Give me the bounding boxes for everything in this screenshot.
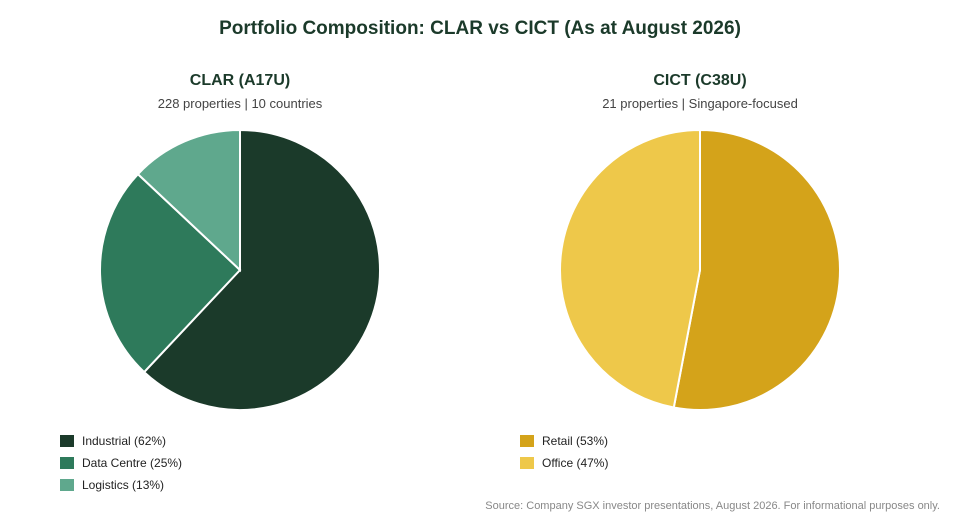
chart-title: Portfolio Composition: CLAR vs CICT (As … bbox=[219, 18, 741, 39]
cict-pie-title: CICT (C38U) bbox=[653, 72, 747, 89]
clar-legend-item: Industrial (62%) bbox=[60, 430, 182, 452]
cict-legend: Retail (53%) Office (47%) bbox=[520, 430, 608, 474]
clar-slice-industrial bbox=[142, 128, 381, 411]
cict-pie-chart bbox=[559, 128, 841, 411]
legend-swatch bbox=[60, 435, 74, 447]
legend-label: Logistics (13%) bbox=[82, 478, 165, 492]
legend-label: Retail (53%) bbox=[542, 434, 609, 448]
clar-legend-item: Data Centre (25%) bbox=[60, 452, 182, 474]
source-note: Source: Company SGX investor presentatio… bbox=[485, 500, 940, 512]
cict-panel: CICT (C38U) 21 properties | Singapore-fo… bbox=[490, 72, 910, 111]
clar-pie-subtitle: 228 properties | 10 countries bbox=[157, 96, 323, 111]
clar-legend: Industrial (62%) Data Centre (25%) Logisti… bbox=[60, 430, 182, 496]
cict-legend-item: Retail (53%) bbox=[520, 430, 608, 452]
legend-swatch bbox=[60, 479, 74, 491]
clar-panel: CLAR (A17U) 228 properties | 10 countrie… bbox=[30, 72, 450, 111]
clar-pie-chart bbox=[99, 128, 381, 411]
clar-pie-title: CLAR (A17U) bbox=[189, 72, 291, 89]
cict-pie-subtitle: 21 properties | Singapore-focused bbox=[602, 96, 798, 111]
clar-legend-item: Logistics (13%) bbox=[60, 474, 182, 496]
cict-legend-item: Office (47%) bbox=[520, 452, 608, 474]
cict-slice-retail bbox=[672, 128, 841, 411]
clar-slice-logistics bbox=[136, 128, 241, 273]
legend-swatch bbox=[520, 457, 534, 469]
clar-slice-data-centre bbox=[99, 172, 242, 374]
cict-slice-office bbox=[559, 128, 701, 409]
legend-label: Office (47%) bbox=[542, 456, 609, 470]
legend-swatch bbox=[60, 457, 74, 469]
legend-label: Data Centre (25%) bbox=[82, 456, 183, 470]
legend-label: Industrial (62%) bbox=[82, 434, 167, 448]
legend-swatch bbox=[520, 435, 534, 447]
